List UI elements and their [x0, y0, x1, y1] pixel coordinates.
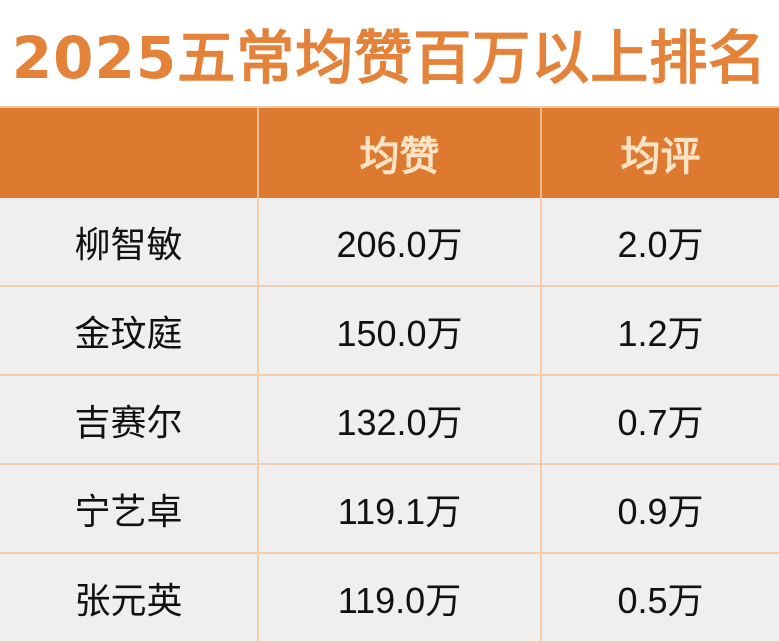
table-header-row: 均赞 均评 [0, 106, 779, 198]
cell-name: 吉赛尔 [0, 375, 259, 465]
cell-avg-comments: 0.5万 [540, 553, 779, 643]
table-row: 金玟庭 150.0万 1.2万 [0, 286, 779, 376]
cell-name: 张元英 [0, 553, 259, 643]
cell-avg-likes: 206.0万 [257, 198, 542, 287]
cell-name: 柳智敏 [0, 198, 259, 287]
cell-avg-comments: 2.0万 [540, 198, 779, 287]
cell-avg-comments: 1.2万 [540, 286, 779, 376]
cell-name: 金玟庭 [0, 286, 259, 376]
page-title: 2025五常均赞百万以上排名 [11, 24, 768, 92]
ranking-table: 均赞 均评 柳智敏 206.0万 2.0万 金玟庭 150.0万 1.2万 吉赛… [0, 106, 779, 643]
cell-avg-likes: 132.0万 [257, 375, 542, 465]
table-row: 张元英 119.0万 0.5万 [0, 553, 779, 643]
table-row: 宁艺卓 119.1万 0.9万 [0, 464, 779, 554]
column-header-avg-comments: 均评 [540, 106, 779, 198]
table-row: 吉赛尔 132.0万 0.7万 [0, 375, 779, 465]
table-row: 柳智敏 206.0万 2.0万 [0, 198, 779, 287]
cell-avg-likes: 119.0万 [257, 553, 542, 643]
cell-avg-likes: 119.1万 [257, 464, 542, 554]
column-header-name [0, 106, 258, 198]
column-header-avg-likes: 均赞 [257, 106, 541, 198]
cell-avg-comments: 0.9万 [540, 464, 779, 554]
cell-avg-likes: 150.0万 [257, 286, 542, 376]
cell-name: 宁艺卓 [0, 464, 259, 554]
cell-avg-comments: 0.7万 [540, 375, 779, 465]
